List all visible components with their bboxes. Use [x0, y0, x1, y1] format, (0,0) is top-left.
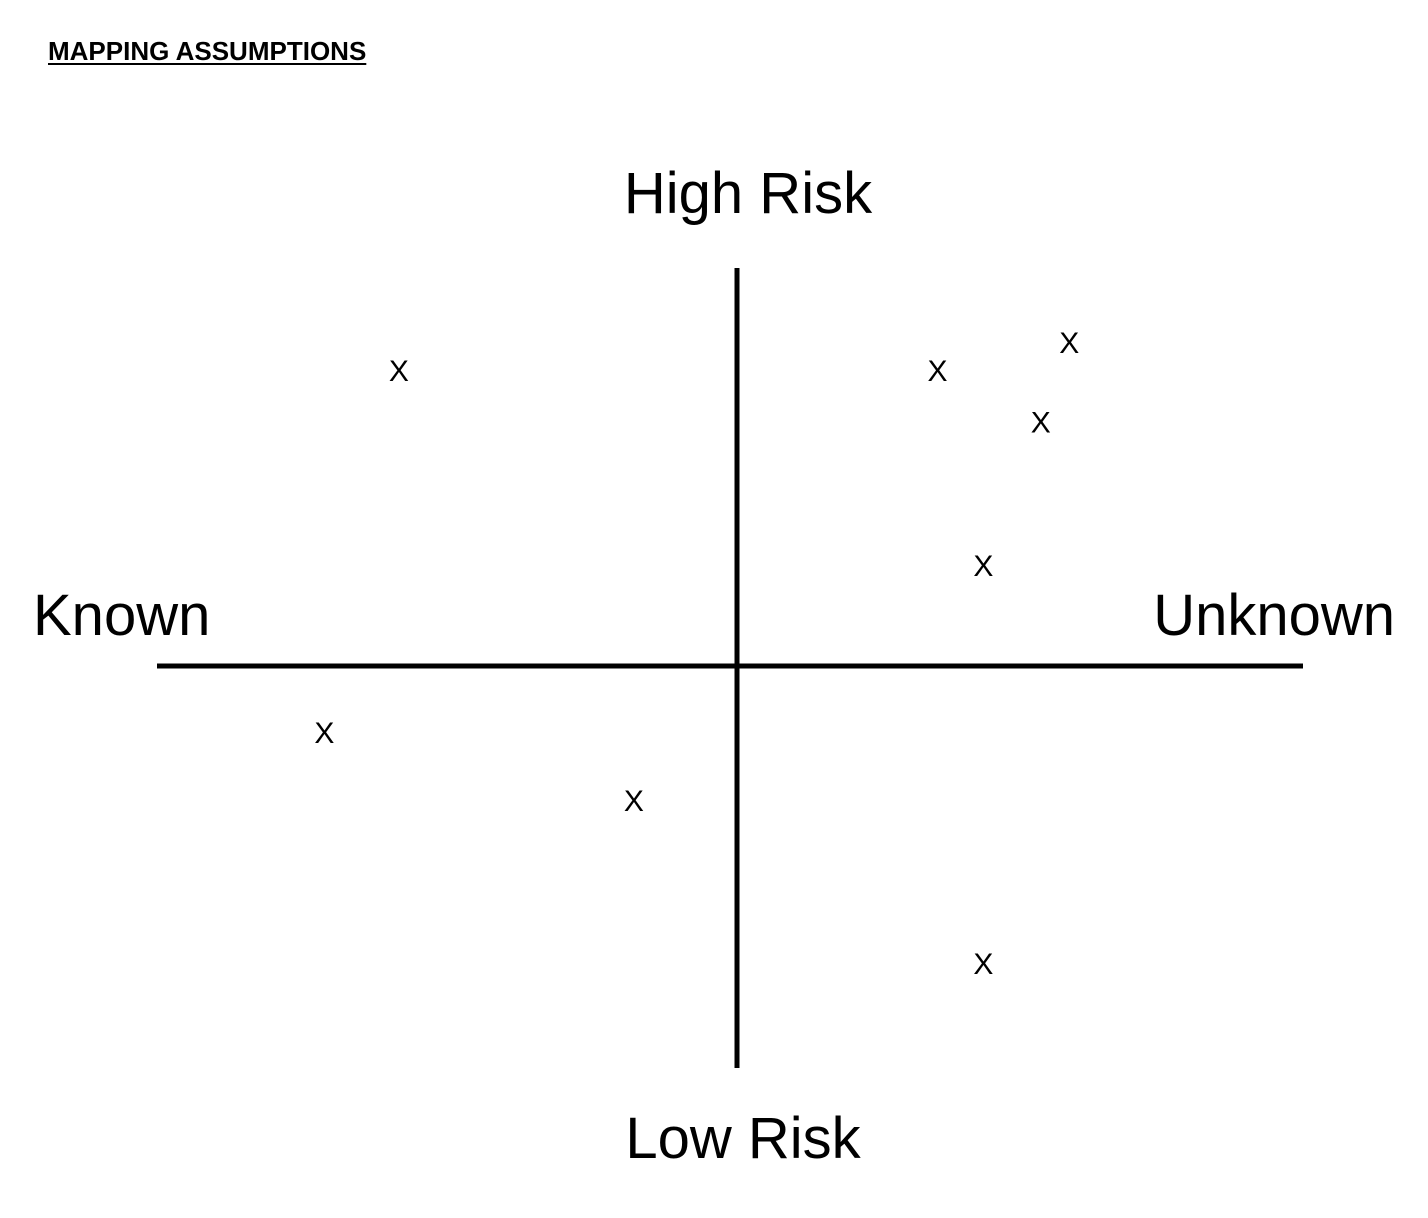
assumption-point-8: X [973, 948, 993, 981]
assumption-points: X X X X X X X X [314, 327, 1079, 981]
assumption-point-4: X [1031, 407, 1051, 440]
assumption-point-2: X [927, 355, 947, 388]
assumption-point-5: X [973, 550, 993, 583]
assumption-point-6: X [314, 717, 334, 750]
assumption-point-1: X [389, 355, 409, 388]
x-axis-label-unknown: Unknown [1153, 583, 1395, 648]
x-axis-label-known: Known [33, 583, 210, 648]
y-axis-label-low-risk: Low Risk [625, 1106, 861, 1171]
page-title: MAPPING ASSUMPTIONS [48, 36, 367, 66]
assumption-point-3: X [1059, 327, 1079, 360]
y-axis-label-high-risk: High Risk [624, 161, 873, 226]
assumption-point-7: X [624, 785, 644, 818]
